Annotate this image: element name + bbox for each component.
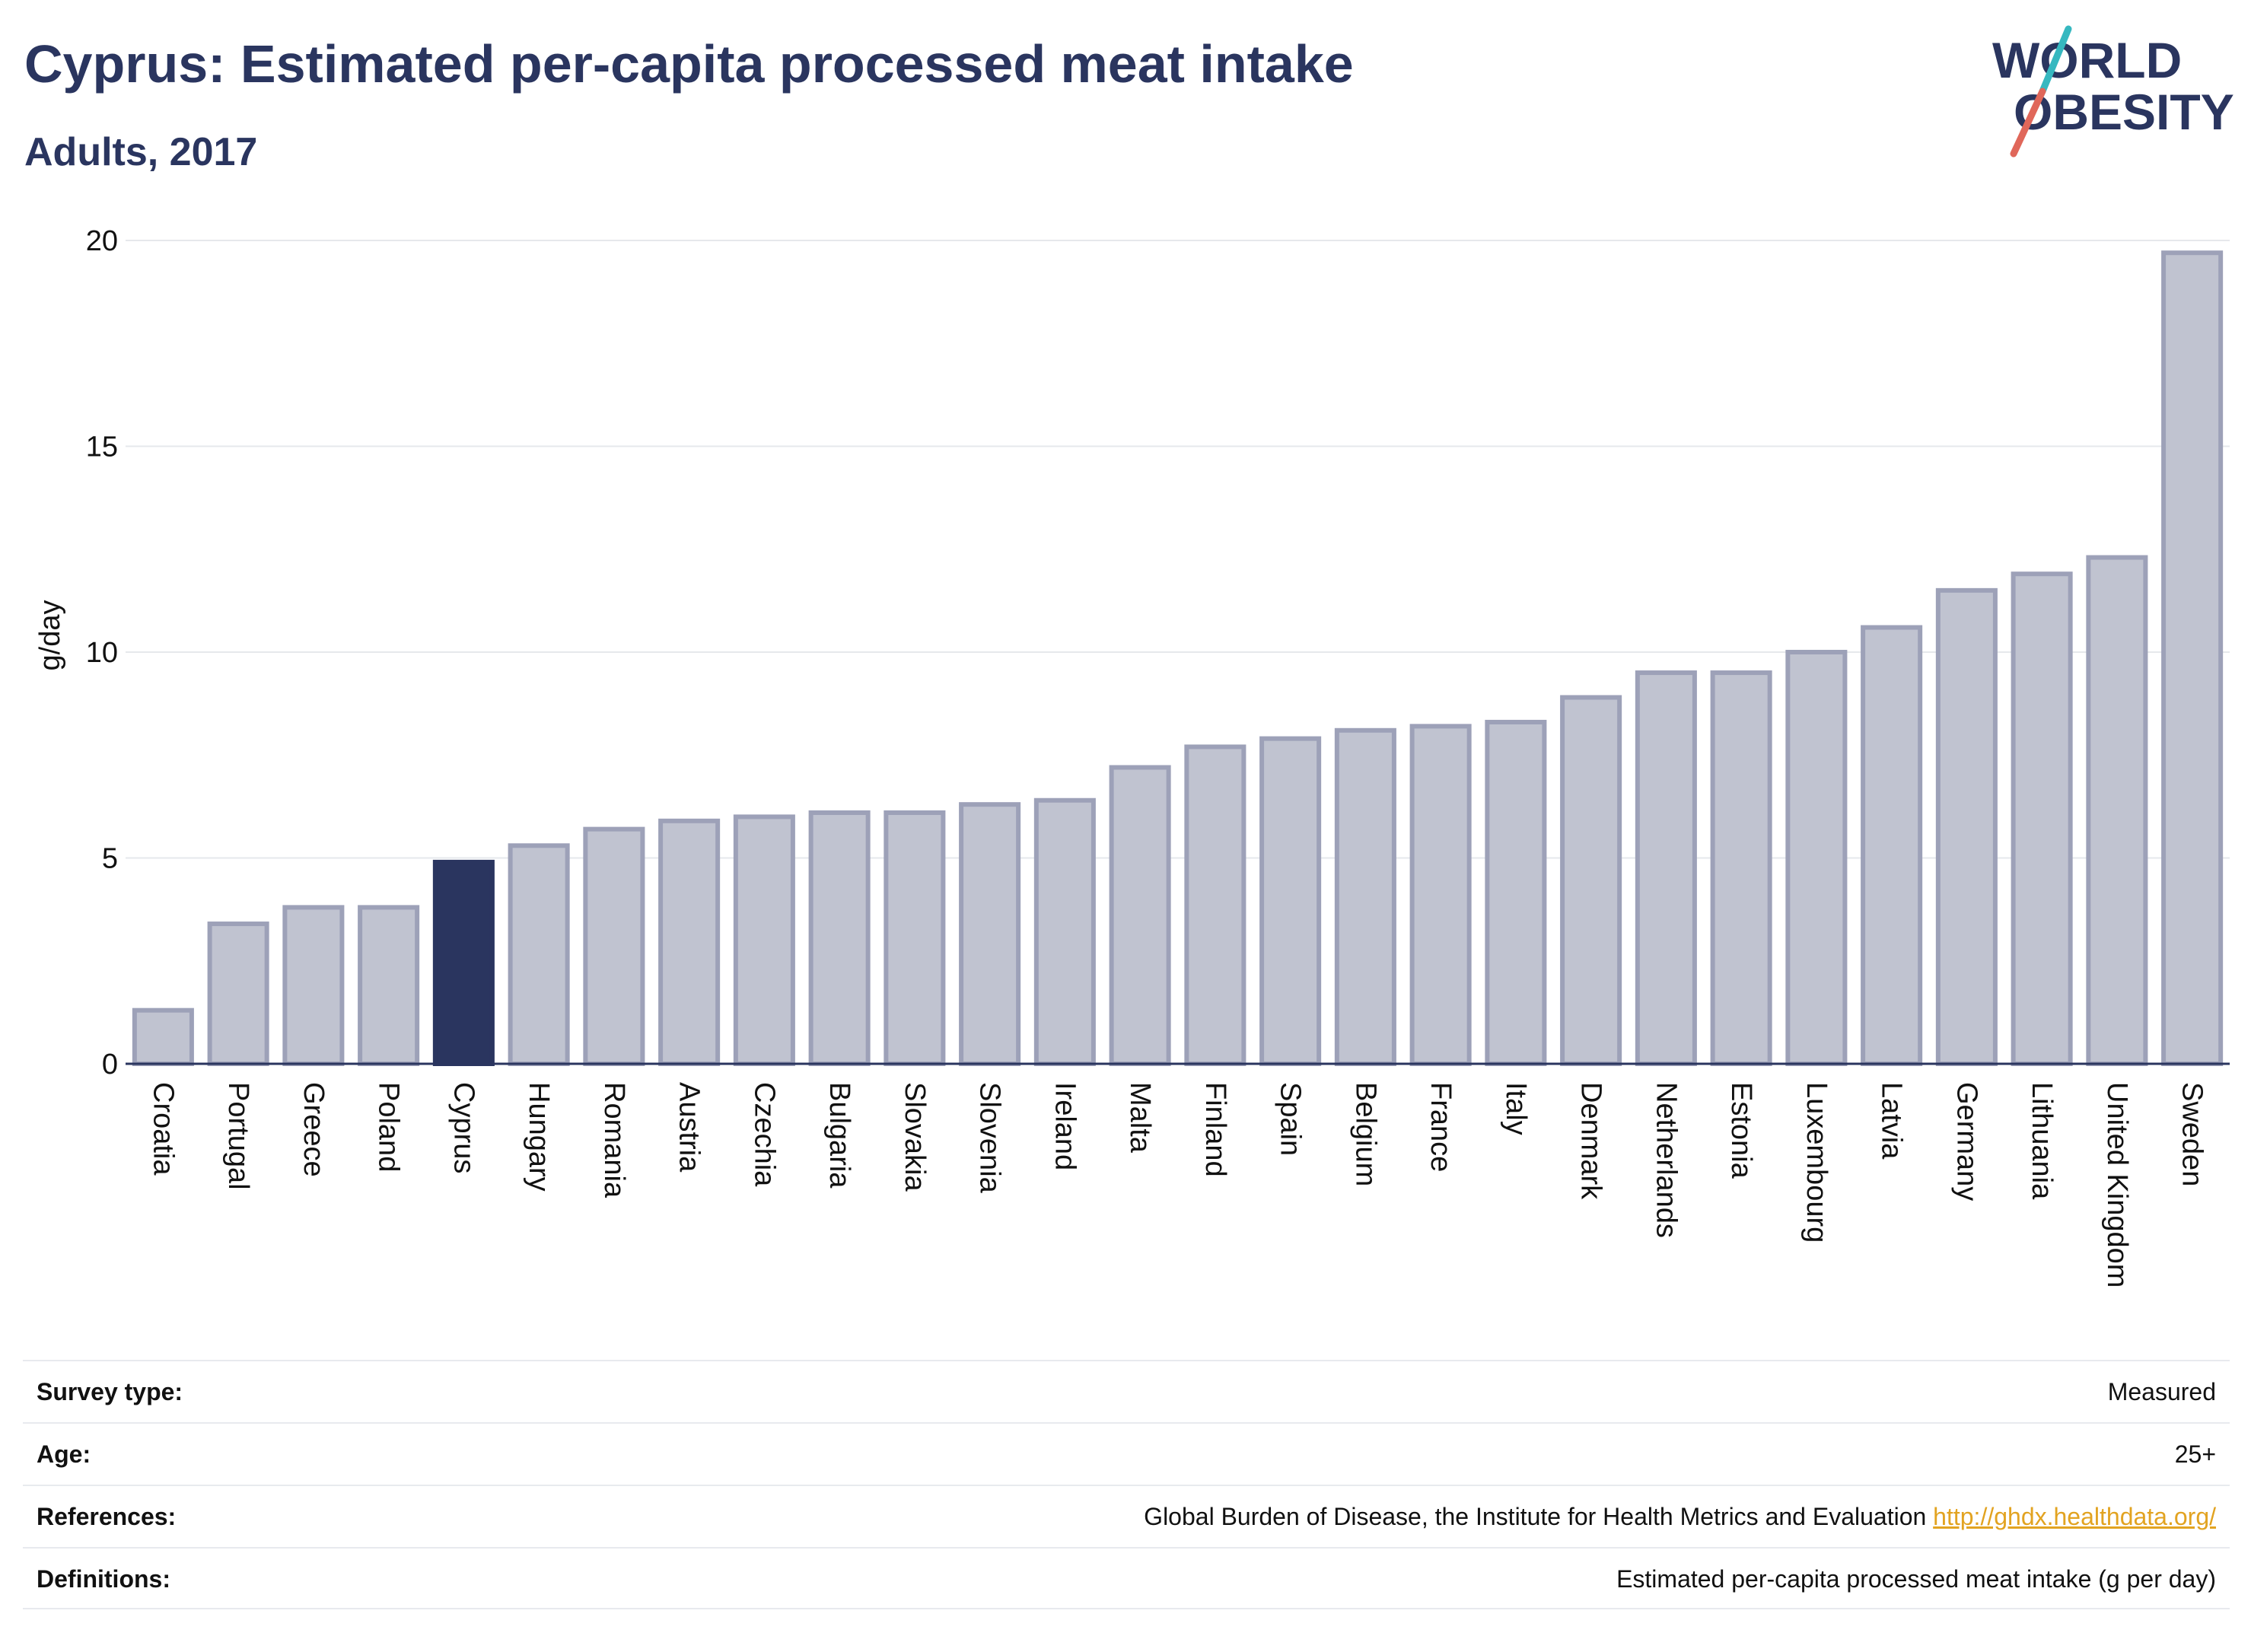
bar-italy: [1485, 719, 1547, 1066]
x-tick-label: Portugal: [222, 1082, 254, 1190]
y-tick-label: 0: [102, 1049, 118, 1081]
bar-spain: [1259, 736, 1322, 1066]
x-tick-label: Sweden: [2176, 1082, 2208, 1186]
info-key: Definitions:: [37, 1565, 170, 1593]
bar-lithuania: [2011, 571, 2073, 1066]
x-tick-label: Malta: [1124, 1082, 1156, 1154]
bar-ireland: [1033, 797, 1096, 1066]
x-tick-label: Spain: [1275, 1082, 1307, 1156]
x-tick-label: France: [1425, 1082, 1457, 1172]
x-tick-label: Poland: [373, 1082, 405, 1172]
x-tick-label: Slovenia: [974, 1082, 1006, 1194]
bar-cyprus: [432, 859, 495, 1067]
x-tick-label: Estonia: [1725, 1082, 1757, 1179]
bar-romania: [583, 826, 645, 1066]
bar-luxembourg: [1785, 650, 1848, 1066]
info-key: Survey type:: [37, 1378, 183, 1405]
x-tick-label: Belgium: [1349, 1082, 1381, 1186]
x-tick-label: Austria: [673, 1082, 705, 1173]
reference-link[interactable]: http://ghdx.healthdata.org/: [1933, 1503, 2216, 1530]
bar-bulgaria: [808, 810, 871, 1066]
y-tick-label: 20: [86, 225, 118, 257]
bar-estonia: [1710, 670, 1772, 1066]
bar-france: [1409, 724, 1472, 1066]
info-value: 25+: [2174, 1440, 2216, 1468]
x-tick-label: Croatia: [147, 1082, 179, 1176]
bar-malta: [1109, 765, 1171, 1066]
x-tick-label: Hungary: [523, 1082, 555, 1192]
x-tick-label: Netherlands: [1650, 1082, 1682, 1238]
reference-text: Global Burden of Disease, the Institute …: [1144, 1503, 1927, 1530]
info-value: Measured: [2107, 1378, 2216, 1405]
x-tick-label: Denmark: [1575, 1082, 1607, 1200]
bar-greece: [282, 905, 345, 1067]
info-row-definitions: Definitions: Estimated per-capita proces…: [23, 1547, 2230, 1609]
chart-title: Cyprus: Estimated per-capita processed m…: [24, 34, 1354, 94]
bar-netherlands: [1635, 670, 1697, 1066]
bar-portugal: [207, 921, 269, 1067]
logo-slash-bottom: [2010, 88, 2046, 158]
bar-sweden: [2161, 250, 2224, 1067]
x-tick-label: Italy: [1500, 1082, 1532, 1135]
y-tick-label: 15: [86, 431, 118, 463]
bar-germany: [1935, 587, 1998, 1066]
bar-belgium: [1334, 727, 1396, 1066]
x-tick-label: Lithuania: [2026, 1082, 2058, 1200]
info-value: Estimated per-capita processed meat inta…: [1616, 1565, 2216, 1593]
bar-chart: 0 5 10 15 20 Croatia Portugal Greece Poland Cypru…: [34, 225, 2230, 1288]
info-key: References:: [37, 1503, 177, 1530]
bar-hungary: [508, 843, 570, 1067]
bars: [132, 250, 2224, 1067]
x-tick-label: Latvia: [1876, 1082, 1908, 1160]
x-tick-label: United Kingdom: [2101, 1082, 2133, 1288]
y-axis-label: g/day: [34, 600, 66, 671]
world-obesity-logo: WORLD OBESITY: [1992, 25, 2234, 158]
x-tick-label: Luxembourg: [1800, 1082, 1832, 1243]
bar-croatia: [132, 1007, 194, 1067]
info-key: Age:: [37, 1440, 91, 1468]
logo-line1: WORLD: [1992, 32, 2182, 88]
logo-line2: OBESITY: [2014, 84, 2234, 140]
x-tick-label: Bulgaria: [823, 1082, 855, 1189]
x-tick-label: Cyprus: [447, 1082, 479, 1173]
bar-denmark: [1560, 695, 1622, 1066]
bar-czechia: [733, 814, 795, 1067]
x-tick-label: Slovakia: [899, 1082, 931, 1192]
bar-united-kingdom: [2086, 555, 2148, 1066]
bar-latvia: [1861, 625, 1923, 1066]
chart-subtitle: Adults, 2017: [24, 130, 258, 174]
x-tick-label: Finland: [1199, 1082, 1231, 1177]
bar-slovenia: [959, 802, 1021, 1067]
x-tick-label: Greece: [298, 1082, 330, 1177]
x-tick-label: Czechia: [748, 1082, 780, 1187]
info-table: Survey type: Measured Age: 25+ Reference…: [23, 1360, 2230, 1609]
bar-slovakia: [884, 810, 946, 1066]
x-tick-label: Romania: [598, 1082, 630, 1198]
x-tick-label: Ireland: [1049, 1082, 1081, 1170]
info-row-age: Age: 25+: [23, 1422, 2230, 1485]
y-tick-label: 10: [86, 637, 118, 669]
bar-finland: [1184, 744, 1246, 1066]
info-row-references: References: Global Burden of Disease, th…: [23, 1485, 2230, 1547]
info-row-survey-type: Survey type: Measured: [23, 1360, 2230, 1422]
bar-poland: [358, 905, 420, 1067]
info-value: Global Burden of Disease, the Institute …: [1144, 1503, 2216, 1531]
y-tick-label: 5: [102, 843, 118, 875]
axes: 0 5 10 15 20 Croatia Portugal Greece Poland Cypru…: [86, 225, 2230, 1288]
bar-austria: [658, 818, 721, 1067]
logo-slash-top: [2039, 25, 2072, 95]
x-tick-label: Germany: [1950, 1082, 1982, 1201]
